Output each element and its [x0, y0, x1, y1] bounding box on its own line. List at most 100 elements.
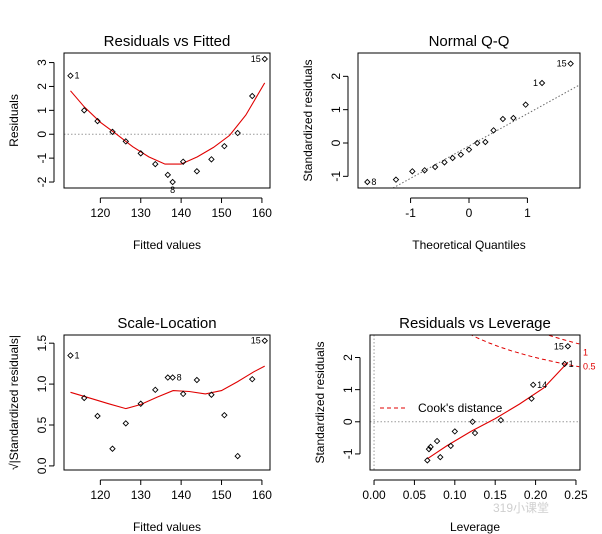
- y-tick-label: 1.5: [35, 335, 49, 352]
- data-point: [152, 386, 159, 394]
- data-point: [193, 376, 201, 384]
- data-point: [473, 139, 481, 147]
- data-point: [538, 79, 546, 87]
- data-point: [424, 457, 431, 464]
- x-tick-label: -1: [405, 206, 416, 220]
- data-point: [67, 352, 74, 359]
- data-point: [497, 416, 505, 424]
- plot-title: Normal Q-Q: [429, 33, 510, 50]
- point-label: 15: [557, 59, 567, 69]
- data-point: [451, 428, 459, 435]
- data-point: [528, 395, 535, 402]
- data-point: [94, 117, 101, 125]
- data-point: [221, 142, 228, 150]
- data-point: [465, 146, 473, 153]
- data-point: [221, 411, 228, 419]
- data-point: [449, 154, 456, 162]
- data-point: [208, 156, 215, 163]
- cooks-distance-label: 0.5: [583, 362, 596, 372]
- x-axis-label: Fitted values: [133, 520, 201, 534]
- data-point: [179, 390, 187, 398]
- smooth-line: [426, 361, 569, 460]
- y-tick-label: -1: [329, 171, 343, 182]
- y-tick-label: -2: [35, 176, 49, 187]
- cooks-distance-line: [546, 335, 580, 345]
- x-axis-label: Fitted values: [133, 238, 201, 252]
- x-tick-label: 1: [524, 206, 531, 220]
- point-label: 15: [251, 336, 261, 346]
- data-point: [441, 159, 448, 166]
- x-tick-label: 140: [171, 488, 191, 502]
- data-point: [67, 72, 74, 79]
- data-point: [425, 445, 433, 453]
- data-point: [179, 158, 187, 165]
- data-point: [122, 420, 130, 427]
- y-axis-label: √|Standardized residuals|: [7, 335, 21, 470]
- data-point: [169, 374, 176, 381]
- data-point: [164, 374, 172, 381]
- data-point: [482, 138, 489, 146]
- data-point: [392, 176, 400, 183]
- point-label: 14: [537, 380, 547, 390]
- data-point: [122, 138, 130, 145]
- data-point: [152, 160, 159, 168]
- y-tick-label: -1: [35, 152, 49, 163]
- x-tick-label: 0.10: [443, 488, 467, 502]
- plot-frame: [63, 52, 271, 189]
- qq-reference-line: [392, 84, 581, 189]
- data-point: [208, 391, 215, 398]
- data-point: [471, 429, 479, 437]
- legend-label: Cook's distance: [418, 401, 503, 415]
- watermark-text: 319小课堂: [493, 501, 550, 515]
- point-label: 1: [74, 71, 79, 81]
- y-tick-label: 1: [341, 386, 355, 393]
- x-tick-label: 160: [252, 488, 272, 502]
- x-tick-label: 0.15: [484, 488, 508, 502]
- data-point: [164, 171, 172, 179]
- x-tick-label: 150: [212, 488, 232, 502]
- data-point: [431, 163, 439, 171]
- point-label: 8: [170, 185, 175, 195]
- data-point: [261, 55, 268, 63]
- data-point: [94, 412, 101, 420]
- plot-title: Residuals vs Leverage: [399, 315, 551, 332]
- cooks-distance-label: 1: [583, 348, 588, 358]
- y-tick-label: 1: [35, 107, 49, 114]
- y-tick-label: -1: [341, 448, 355, 459]
- x-tick-label: 0.25: [564, 488, 588, 502]
- data-point: [169, 178, 176, 186]
- x-tick-label: 130: [131, 488, 151, 502]
- plot-title: Residuals vs Fitted: [104, 33, 231, 50]
- y-tick-label: 3: [35, 59, 49, 66]
- data-point: [421, 167, 428, 174]
- point-label: 1: [569, 359, 574, 369]
- data-point: [427, 443, 434, 451]
- data-point: [80, 107, 88, 114]
- data-point: [364, 178, 371, 186]
- x-tick-label: 130: [131, 206, 151, 220]
- y-axis-label: Residuals: [7, 94, 21, 147]
- data-point: [499, 115, 507, 123]
- x-tick-label: 0.20: [524, 488, 548, 502]
- data-point: [234, 452, 241, 460]
- data-point: [564, 343, 572, 350]
- plot-qq: Normal Q-Q 8 1 15 -1 0 1 Theoretical Quantiles -…: [301, 33, 581, 252]
- data-point: [248, 375, 256, 383]
- x-axis-label: Leverage: [450, 520, 500, 534]
- point-label: 8: [177, 373, 182, 383]
- data-point: [248, 92, 256, 100]
- data-point: [469, 418, 476, 426]
- y-tick-label: 2: [341, 354, 355, 361]
- data-point: [567, 60, 574, 67]
- plot-frame: [357, 52, 581, 189]
- point-label: 15: [251, 54, 261, 64]
- data-point: [490, 127, 497, 134]
- data-point: [561, 360, 568, 368]
- plot-rvl: Residuals vs Leverage 1 0.5 Cook's distance…: [313, 315, 596, 534]
- data-point: [137, 150, 144, 157]
- y-tick-label: 2: [329, 73, 343, 80]
- data-point: [109, 445, 116, 452]
- y-axis-label: Standardized residuals: [301, 59, 315, 181]
